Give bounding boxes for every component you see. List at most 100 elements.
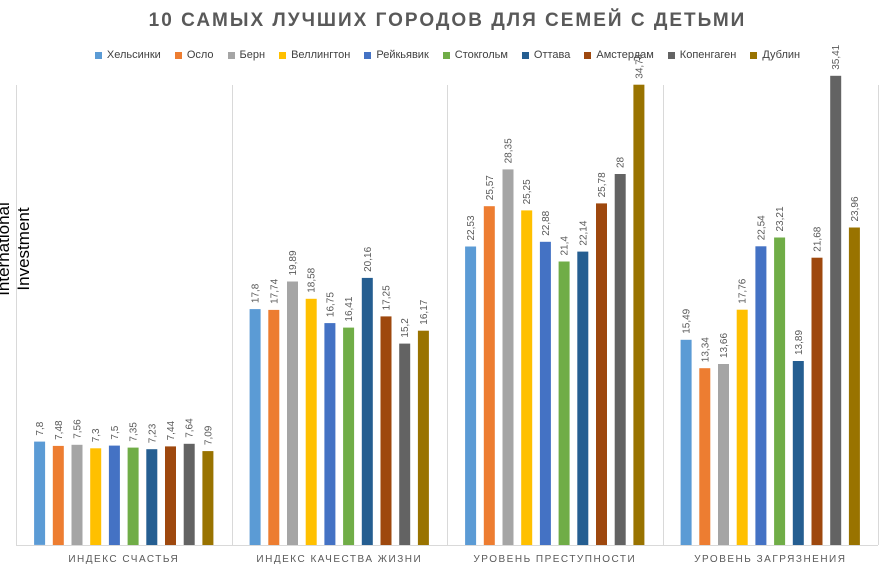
bar	[380, 316, 392, 545]
data-label: 22,14	[578, 220, 589, 245]
data-label: 20,16	[363, 246, 374, 271]
bar	[680, 339, 692, 545]
legend-label: Стокгольм	[454, 49, 508, 61]
category-label: ИНДЕКС СЧАСТЬЯ	[68, 554, 179, 565]
data-label: 7,09	[203, 425, 214, 445]
bar	[699, 368, 711, 545]
bar	[165, 446, 176, 545]
legend-item: Копенгаген	[667, 49, 737, 61]
bar	[465, 246, 477, 545]
legend-swatch	[279, 51, 287, 59]
legend-label: Хельсинки	[106, 49, 161, 61]
data-label: 25,78	[597, 172, 608, 197]
legend-item: Дублин	[750, 49, 800, 61]
data-label: 7,3	[91, 428, 102, 442]
data-label: 25,57	[485, 175, 496, 200]
bar	[774, 237, 786, 545]
bar	[792, 361, 804, 545]
bar	[71, 444, 83, 545]
legend-label: Дублин	[762, 49, 801, 61]
bar	[202, 451, 214, 545]
category-label: ИНДЕКС КАЧЕСТВА ЖИЗНИ	[256, 554, 422, 565]
legend-label: Берн	[239, 49, 266, 61]
data-label: 17,25	[382, 285, 393, 310]
data-label: 28,35	[504, 138, 515, 163]
bar	[502, 169, 514, 545]
bar	[848, 227, 860, 545]
bar	[146, 449, 158, 545]
legend-label: Веллингтон	[291, 49, 351, 61]
legend-swatch	[667, 51, 675, 59]
legend-item: Оттава	[521, 49, 571, 61]
data-label: 7,48	[54, 420, 65, 440]
data-label: 28	[616, 156, 627, 168]
data-label: 15,2	[400, 318, 411, 338]
legend-label: Оттава	[533, 49, 571, 61]
legend-label: Копенгаген	[679, 49, 737, 61]
legend-item: Хельсинки	[94, 49, 161, 61]
data-label: 17,8	[251, 283, 262, 303]
legend: Хельсинки Осло Берн Веллингтон Рейкьявик Сток…	[0, 49, 895, 61]
data-label: 17,76	[738, 278, 749, 303]
data-label: 13,89	[794, 330, 805, 355]
bar	[127, 447, 139, 545]
legend-label: Амстердам	[596, 49, 654, 61]
data-label: 16,17	[419, 299, 430, 324]
legend-swatch	[521, 51, 529, 59]
bar	[736, 309, 748, 545]
bar	[108, 445, 120, 545]
category-label: УРОВЕНЬ ЗАГРЯЗНЕНИЯ	[694, 554, 846, 565]
data-label: 7,56	[73, 419, 84, 439]
bar	[399, 343, 411, 545]
data-label: 15,49	[682, 308, 693, 333]
legend-item: Берн	[227, 49, 266, 61]
bar	[596, 203, 607, 545]
legend-swatch	[584, 51, 592, 59]
bar	[577, 251, 589, 545]
data-label: 7,64	[185, 418, 196, 438]
bar	[521, 210, 533, 545]
data-label: 17,74	[269, 278, 280, 303]
data-label: 7,8	[35, 421, 46, 435]
legend-swatch	[750, 51, 758, 59]
bar	[558, 261, 570, 545]
legend-item: Рейкьявик	[364, 49, 429, 61]
bar	[183, 443, 195, 545]
bar	[324, 323, 336, 545]
bar	[90, 448, 102, 545]
data-label: 16,75	[325, 292, 336, 317]
bar	[287, 281, 298, 545]
legend-swatch	[94, 51, 102, 59]
bar	[830, 75, 842, 546]
category-label: УРОВЕНЬ ПРЕСТУПНОСТИ	[473, 554, 636, 565]
bar	[249, 309, 261, 545]
legend-swatch	[364, 51, 372, 59]
data-label: 22,88	[541, 210, 552, 235]
legend-swatch	[174, 51, 182, 59]
data-label: 18,58	[307, 267, 318, 292]
legend-item: Амстердам	[584, 49, 654, 61]
bar	[755, 246, 767, 546]
bar	[417, 330, 429, 545]
legend-item: Веллингтон	[279, 49, 350, 61]
bar	[539, 241, 551, 546]
bar	[268, 309, 280, 545]
data-label: 23,96	[850, 196, 861, 221]
bar	[34, 441, 46, 545]
data-label: 19,89	[288, 250, 299, 275]
data-label: 13,66	[719, 333, 730, 358]
data-label: 7,23	[147, 423, 158, 443]
data-label: 7,35	[129, 422, 140, 442]
legend-swatch	[227, 51, 235, 59]
data-label: 22,53	[466, 215, 477, 240]
legend-swatch	[442, 51, 450, 59]
data-label: 21,68	[813, 226, 824, 251]
chart-title: 10 САМЫХ ЛУЧШИХ ГОРОДОВ ДЛЯ СЕМЕЙ С ДЕТЬ…	[148, 10, 747, 31]
data-label: 35,41	[831, 44, 842, 69]
data-label: 7,5	[110, 425, 121, 439]
bar	[361, 277, 373, 545]
bar	[305, 298, 317, 545]
bar	[52, 445, 64, 545]
